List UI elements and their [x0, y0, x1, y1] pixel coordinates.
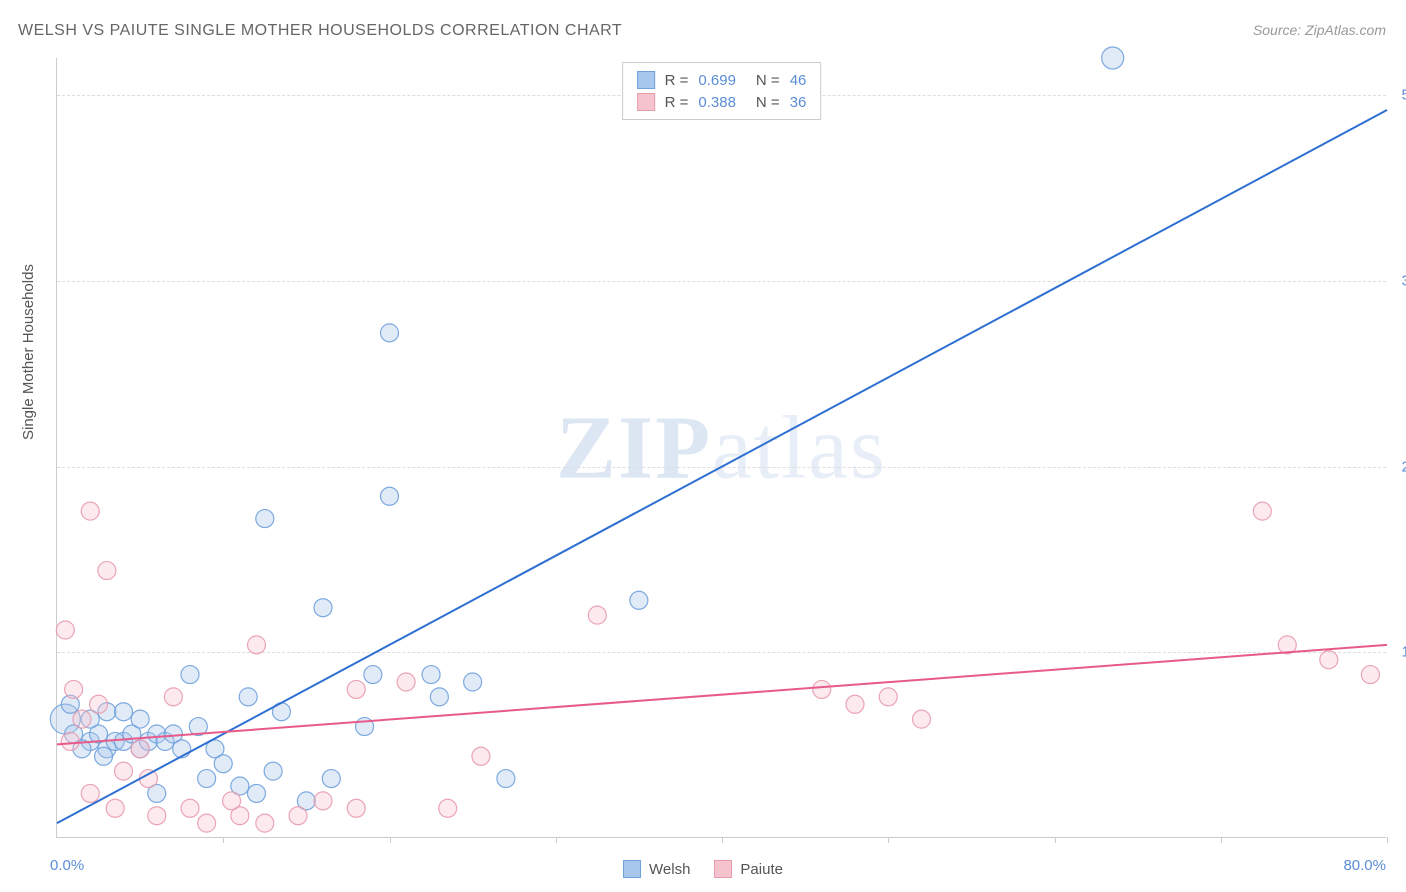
data-point: [248, 636, 266, 654]
data-point: [1102, 47, 1124, 69]
legend-item-welsh: Welsh: [623, 860, 690, 878]
y-tick-label: 50.0%: [1401, 87, 1406, 104]
legend-r-label: R =: [665, 72, 689, 89]
data-point: [198, 770, 216, 788]
plot-area: ZIPatlas 12.5%25.0%37.5%50.0% R = 0.699 …: [56, 58, 1386, 838]
data-point: [264, 762, 282, 780]
data-point: [56, 621, 74, 639]
swatch-welsh: [623, 860, 641, 878]
data-point: [164, 688, 182, 706]
data-point: [115, 703, 133, 721]
data-point: [115, 762, 133, 780]
data-point: [73, 710, 91, 728]
chart-title: WELSH VS PAIUTE SINGLE MOTHER HOUSEHOLDS…: [18, 22, 622, 40]
scatter-svg: [57, 58, 1386, 837]
data-point: [198, 814, 216, 832]
data-point: [131, 740, 149, 758]
data-point: [813, 680, 831, 698]
data-point: [430, 688, 448, 706]
correlation-legend: R = 0.699 N = 46 R = 0.388 N = 36: [622, 62, 822, 120]
x-axis-min: 0.0%: [50, 857, 84, 874]
data-point: [846, 695, 864, 713]
data-point: [65, 680, 83, 698]
y-tick-label: 37.5%: [1401, 272, 1406, 289]
legend-item-paiute: Paiute: [714, 860, 783, 878]
y-tick-label: 12.5%: [1401, 644, 1406, 661]
data-point: [106, 799, 124, 817]
data-point: [381, 324, 399, 342]
source-attribution: Source: ZipAtlas.com: [1253, 22, 1386, 38]
data-point: [1361, 666, 1379, 684]
legend-n-label: N =: [756, 94, 780, 111]
data-point: [439, 799, 457, 817]
data-point: [314, 599, 332, 617]
chart-container: WELSH VS PAIUTE SINGLE MOTHER HOUSEHOLDS…: [0, 0, 1406, 892]
data-point: [879, 688, 897, 706]
data-point: [256, 814, 274, 832]
swatch-paiute: [637, 93, 655, 111]
legend-n-paiute: 36: [790, 94, 807, 111]
data-point: [497, 770, 515, 788]
data-point: [214, 755, 232, 773]
data-point: [90, 695, 108, 713]
legend-n-label: N =: [756, 72, 780, 89]
trend-line: [57, 110, 1387, 823]
series-legend: Welsh Paiute: [623, 860, 783, 878]
data-point: [181, 666, 199, 684]
legend-row-welsh: R = 0.699 N = 46: [637, 69, 807, 91]
data-point: [472, 747, 490, 765]
data-point: [397, 673, 415, 691]
data-point: [314, 792, 332, 810]
data-point: [289, 807, 307, 825]
data-point: [131, 710, 149, 728]
data-point: [81, 784, 99, 802]
data-point: [588, 606, 606, 624]
data-point: [364, 666, 382, 684]
y-axis-label: Single Mother Households: [20, 264, 37, 440]
data-point: [913, 710, 931, 728]
data-point: [256, 510, 274, 528]
data-point: [381, 487, 399, 505]
data-point: [181, 799, 199, 817]
legend-row-paiute: R = 0.388 N = 36: [637, 91, 807, 113]
data-point: [239, 688, 257, 706]
data-point: [223, 792, 241, 810]
legend-r-paiute: 0.388: [698, 94, 736, 111]
x-axis-max: 80.0%: [1343, 857, 1386, 874]
data-point: [1320, 651, 1338, 669]
data-point: [248, 784, 266, 802]
data-point: [322, 770, 340, 788]
data-point: [1253, 502, 1271, 520]
data-point: [61, 732, 79, 750]
swatch-paiute: [714, 860, 732, 878]
data-point: [422, 666, 440, 684]
data-point: [464, 673, 482, 691]
data-point: [98, 562, 116, 580]
series-name-paiute: Paiute: [740, 861, 783, 878]
swatch-welsh: [637, 71, 655, 89]
data-point: [148, 807, 166, 825]
data-point: [347, 799, 365, 817]
data-point: [81, 502, 99, 520]
data-point: [347, 680, 365, 698]
legend-r-welsh: 0.699: [698, 72, 736, 89]
data-point: [95, 747, 113, 765]
y-tick-label: 25.0%: [1401, 458, 1406, 475]
legend-n-welsh: 46: [790, 72, 807, 89]
series-name-welsh: Welsh: [649, 861, 690, 878]
data-point: [630, 591, 648, 609]
legend-r-label: R =: [665, 94, 689, 111]
